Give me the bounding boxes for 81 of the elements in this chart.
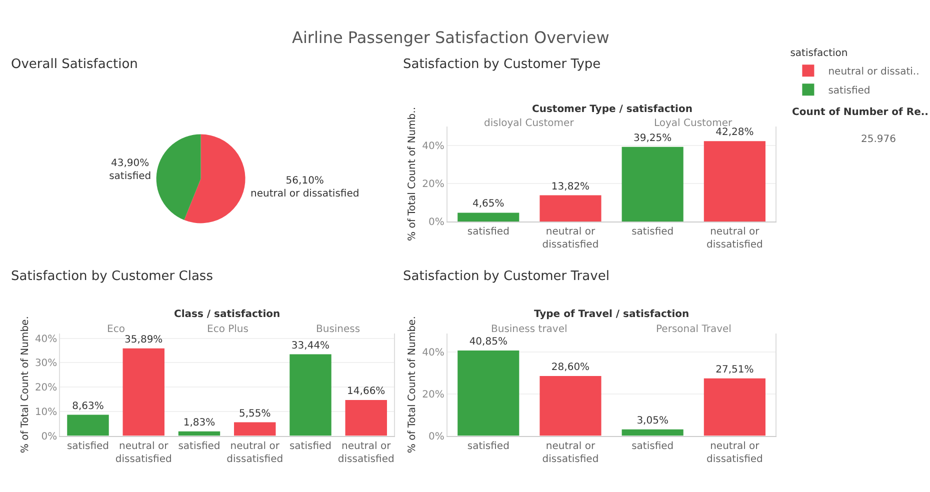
annotation: Personal Travel	[656, 324, 732, 335]
data-label: 33,44%	[291, 340, 330, 352]
data-label: 8,63%	[72, 400, 104, 412]
bar	[540, 195, 602, 222]
data-label: 43,90%	[111, 158, 150, 169]
y-tick-label: 30%	[34, 358, 58, 370]
chart-title: Overall Satisfaction	[11, 57, 138, 72]
bar	[540, 376, 602, 436]
data-label: 40,85%	[469, 336, 508, 348]
text: Count of Number of Re..	[792, 107, 928, 118]
data-label: 5,55%	[238, 408, 271, 420]
data-label: 27,51%	[716, 364, 754, 376]
annotation: Business travel	[491, 324, 568, 335]
x-tick-label: neutral or dissatisfied	[542, 440, 599, 465]
chart-title: Satisfaction by Customer Class	[11, 269, 214, 284]
bar	[458, 350, 520, 436]
text: 25.976	[861, 134, 896, 145]
y-tick-label: 40%	[422, 348, 444, 359]
y-tick-label: 0%	[428, 217, 444, 228]
data-label: 4,65%	[472, 198, 504, 210]
x-tick-label: satisfied	[467, 226, 510, 238]
x-tick-label: neutral or dissatisfied	[115, 440, 172, 465]
text: Type of Travel / satisfaction	[534, 309, 690, 320]
annotation: Eco Plus	[207, 324, 248, 335]
y-axis-title: % of Total Count of Numb..	[407, 106, 418, 241]
y-axis-title: % of Total Count of Numbe.	[407, 316, 418, 454]
data-label: 14,66%	[347, 386, 386, 398]
bar	[704, 378, 766, 436]
legend-title: satisfaction	[790, 48, 848, 60]
x-tick-label: neutral or dissatisfied	[706, 440, 763, 465]
slice-label: neutral or dissatisfied	[250, 188, 360, 200]
text: Customer Type / satisfaction	[532, 104, 692, 115]
bar	[234, 422, 276, 436]
y-tick-label: 40%	[34, 334, 58, 345]
bar	[458, 212, 520, 222]
x-tick-label: neutral or dissatisfied	[542, 226, 599, 251]
legend-label: satisfied	[828, 85, 870, 96]
chart-title: Satisfaction by Customer Type	[403, 57, 601, 72]
bar	[622, 146, 684, 222]
chart-title: Satisfaction by Customer Travel	[403, 269, 610, 284]
y-tick-label: 20%	[422, 179, 444, 190]
bar	[345, 400, 387, 436]
text: Class / satisfaction	[174, 309, 280, 320]
x-tick-label: neutral or dissatisfied	[338, 440, 394, 465]
x-tick-label: neutral or dissatisfied	[706, 226, 763, 251]
annotation: disloyal Customer	[484, 118, 575, 129]
data-label: 13,82%	[551, 181, 590, 192]
x-tick-label: satisfied	[467, 440, 510, 452]
text: Airline Passenger Satisfaction Overview	[292, 28, 610, 47]
bar	[122, 348, 164, 436]
y-tick-label: 10%	[34, 406, 58, 418]
x-tick-label: satisfied	[66, 440, 110, 452]
data-label: 3,05%	[636, 415, 668, 426]
y-axis-title: % of Total Count of Numbe.	[20, 316, 31, 454]
y-tick-label: 40%	[422, 140, 444, 152]
pie-slice	[184, 134, 246, 224]
data-label: 28,60%	[551, 362, 590, 374]
data-label: 56,10%	[286, 176, 324, 187]
x-tick-label: satisfied	[632, 226, 674, 238]
bar	[704, 141, 766, 222]
data-label: 35,89%	[124, 334, 163, 346]
annotation: Eco	[107, 324, 125, 335]
annotation: Business	[316, 324, 360, 335]
bar	[67, 414, 109, 436]
slice-label: satisfied	[109, 170, 152, 182]
x-tick-label: satisfied	[632, 440, 674, 452]
legend-label: neutral or dissati..	[828, 66, 920, 78]
data-label: 42,28%	[716, 127, 754, 138]
data-label: 1,83%	[183, 417, 216, 428]
y-tick-label: 0%	[428, 431, 444, 442]
data-label: 39,25%	[634, 132, 672, 144]
x-tick-label: satisfied	[289, 440, 332, 452]
y-tick-label: 20%	[422, 390, 444, 401]
pie-slice	[156, 134, 201, 220]
y-tick-label: 0%	[41, 431, 58, 442]
bar	[622, 429, 684, 436]
x-tick-label: neutral or dissatisfied	[226, 440, 284, 465]
bar	[290, 354, 332, 436]
annotation: Loyal Customer	[654, 118, 733, 129]
x-tick-label: satisfied	[178, 440, 220, 452]
y-tick-label: 20%	[34, 382, 58, 394]
